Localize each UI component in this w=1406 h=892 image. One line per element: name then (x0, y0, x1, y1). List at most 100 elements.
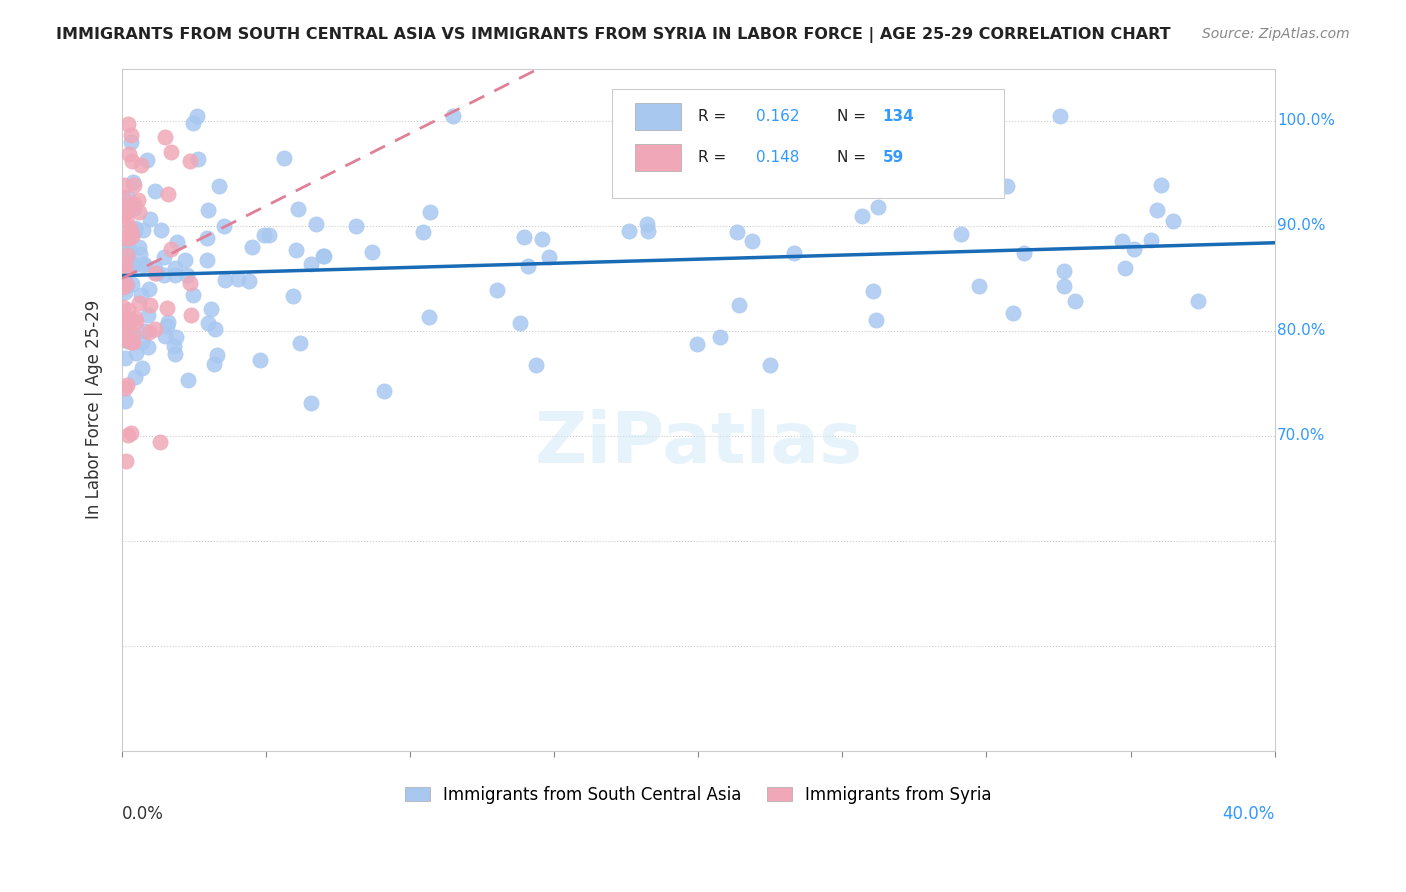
Point (115, 312, 138, 326)
Point (134, 324, 156, 338)
Point (949, 227, 972, 242)
Point (288, 336, 311, 351)
Point (129, 288, 152, 302)
Text: Source: ZipAtlas.com: Source: ZipAtlas.com (1202, 27, 1350, 41)
Point (967, 279, 990, 293)
Point (204, 322, 226, 336)
Point (312, 249, 335, 263)
Point (146, 266, 169, 280)
Point (636, 217, 658, 231)
Point (127, 194, 149, 208)
Point (299, 395, 322, 409)
FancyBboxPatch shape (636, 103, 681, 130)
Point (214, 272, 236, 286)
Point (117, 428, 139, 442)
Point (866, 200, 889, 214)
Point (153, 329, 176, 343)
Text: N =: N = (837, 150, 870, 165)
Point (305, 217, 328, 231)
Point (156, 319, 179, 334)
Point (253, 228, 276, 243)
Point (195, 253, 218, 268)
Point (121, 256, 143, 270)
Point (160, 145, 183, 159)
Point (124, 310, 146, 325)
Point (121, 326, 143, 341)
Legend: Immigrants from South Central Asia, Immigrants from Syria: Immigrants from South Central Asia, Immi… (398, 779, 998, 811)
Text: 90.0%: 90.0% (1277, 219, 1326, 234)
Point (150, 223, 173, 237)
Point (783, 246, 806, 260)
Point (299, 257, 322, 271)
Point (114, 243, 136, 257)
Point (284, 243, 307, 257)
Point (145, 260, 167, 275)
Point (138, 308, 160, 322)
Point (114, 261, 136, 276)
Point (160, 242, 183, 256)
Point (238, 274, 260, 288)
Point (132, 257, 155, 271)
Y-axis label: In Labor Force | Age 25-29: In Labor Force | Age 25-29 (86, 300, 103, 519)
Point (181, 116, 204, 130)
Point (120, 334, 142, 349)
Text: 40.0%: 40.0% (1222, 805, 1275, 823)
Point (195, 231, 218, 245)
Point (283, 289, 305, 303)
Point (1001, 306, 1024, 320)
Point (1111, 234, 1133, 248)
Point (1187, 293, 1209, 308)
Point (509, 316, 531, 330)
Point (173, 252, 195, 267)
Text: 70.0%: 70.0% (1277, 428, 1326, 443)
Point (686, 336, 709, 351)
Point (208, 179, 231, 194)
Point (118, 231, 141, 245)
Point (112, 178, 135, 193)
Point (125, 315, 148, 329)
Point (115, 203, 138, 218)
Point (176, 268, 198, 283)
Point (121, 153, 143, 168)
Point (163, 260, 186, 275)
Point (257, 227, 280, 242)
Point (114, 381, 136, 395)
Point (121, 228, 143, 243)
Point (179, 276, 201, 290)
Point (120, 135, 142, 149)
Point (114, 200, 136, 214)
Point (129, 246, 152, 260)
Text: 100.0%: 100.0% (1277, 113, 1334, 128)
Point (1122, 242, 1144, 256)
Point (149, 434, 172, 449)
Point (121, 277, 143, 292)
Point (115, 326, 138, 341)
Point (114, 393, 136, 408)
Point (128, 205, 150, 219)
Point (1049, 109, 1071, 123)
Point (136, 153, 159, 167)
Point (530, 232, 553, 246)
Point (212, 219, 235, 233)
Point (851, 209, 873, 223)
Point (197, 316, 219, 330)
Point (152, 268, 174, 282)
Point (538, 250, 561, 264)
Point (122, 258, 145, 272)
Point (626, 125, 648, 139)
Point (139, 298, 162, 312)
Point (114, 272, 136, 286)
Point (1012, 246, 1035, 260)
Point (156, 187, 179, 202)
Point (207, 348, 229, 362)
Point (115, 277, 138, 292)
Point (112, 230, 135, 244)
Point (441, 109, 464, 123)
Point (1064, 294, 1087, 309)
Text: 0.162: 0.162 (756, 109, 800, 124)
Point (136, 340, 159, 354)
Point (186, 109, 208, 123)
Point (865, 312, 887, 326)
Point (513, 230, 536, 244)
Point (112, 300, 135, 314)
